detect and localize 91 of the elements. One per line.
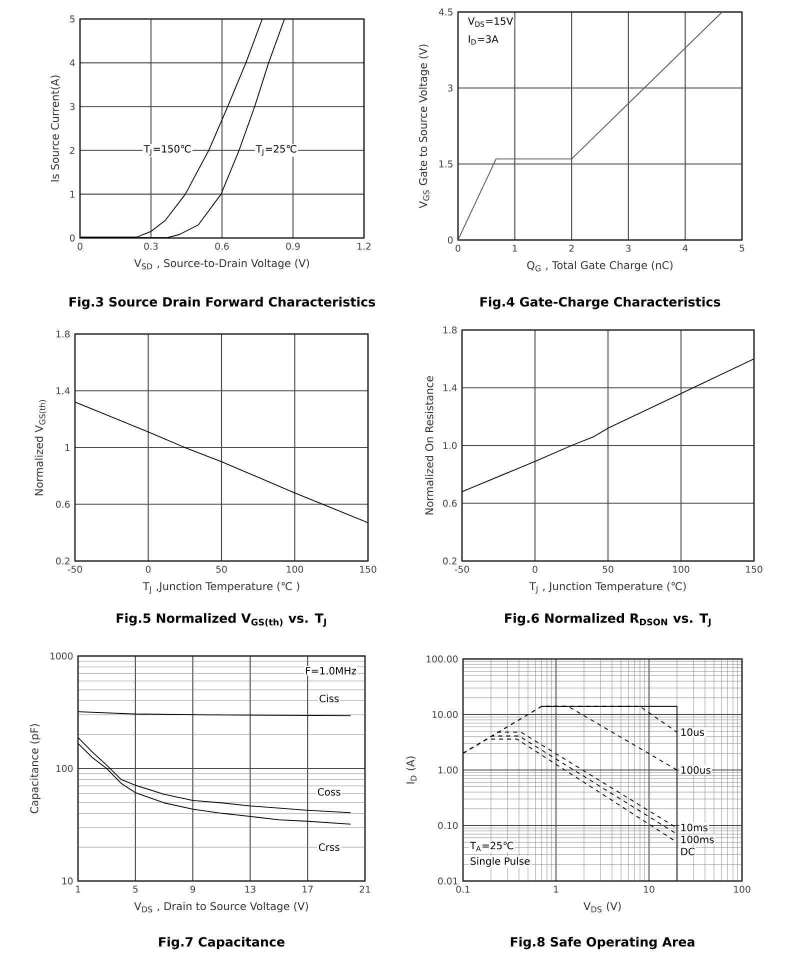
y-tick-label: 0.6 — [443, 500, 457, 507]
y-tick-label: 1.8 — [443, 326, 457, 334]
series-label: 100ms — [681, 836, 714, 844]
y-tick-label: 1.0 — [443, 442, 457, 450]
y-axis-title: V$_{GS}$ Gate to Source Voltage (V) — [418, 44, 430, 208]
x-tick-label: -50 — [68, 566, 82, 573]
x-tick-label: 3 — [626, 244, 631, 252]
y-axis-title: Normalized On Resistance — [425, 376, 434, 514]
x-tick-label: 50 — [602, 566, 614, 573]
x-tick-label: 0.3 — [144, 242, 158, 250]
x-tick-label: 100 — [734, 886, 750, 893]
y-tick-label: 3 — [70, 103, 75, 110]
y-tick-label: 1 — [70, 190, 74, 198]
x-tick-label: 1.2 — [358, 242, 370, 250]
annotation: V$_{DS}$=15V — [468, 17, 514, 27]
series-label: Coss — [318, 788, 340, 796]
y-tick-label: 0.2 — [56, 557, 70, 565]
x-tick-label: 0 — [78, 242, 82, 250]
y-tick-label: 4.5 — [438, 8, 452, 16]
x-tick-label: 0.1 — [456, 886, 470, 893]
y-tick-label: 100.00 — [426, 655, 458, 663]
x-axis-title: V$_{SD}$ , Source-to-Drain Voltage (V) — [134, 258, 310, 270]
x-tick-label: 0 — [146, 566, 151, 573]
y-tick-label: 100 — [56, 764, 73, 772]
y-tick-label: 0.2 — [443, 557, 456, 565]
text: Fig.8 Safe Operating Area — [510, 936, 694, 950]
x-tick-label: 150 — [746, 566, 762, 573]
annotation: T$_{A}$=25℃ — [470, 842, 514, 852]
series-label: T$_{J}$=25℃ — [256, 145, 296, 156]
series-label: 100us — [681, 766, 710, 774]
y-tick-label: 3 — [448, 84, 453, 92]
text: Fig.7 Capacitance — [159, 936, 284, 950]
y-tick-label: 1.4 — [56, 387, 70, 394]
y-tick-label: 0.01 — [438, 877, 458, 885]
annotation: Single Pulse — [470, 857, 530, 867]
series-label: DC — [681, 848, 694, 856]
y-tick-label: 0.10 — [438, 822, 458, 830]
annotation: F=1.0MHz — [306, 666, 356, 675]
series-label: Ciss — [320, 694, 339, 702]
x-tick-label: 2 — [569, 244, 574, 252]
y-tick-label: 0.6 — [56, 500, 70, 508]
text: Fig.5 Normalized V$_{GS(th)}$ vs. T$_{J}$ — [116, 613, 326, 627]
x-tick-label: 5 — [740, 244, 744, 252]
x-tick-label: 0 — [532, 566, 538, 573]
x-axis-title: Q$_{G}$ , Total Gate Charge (nC) — [527, 260, 673, 272]
y-axis-title: I$_{D}$ (A) — [406, 756, 416, 784]
x-tick-label: 1 — [554, 886, 558, 893]
annotation: I$_{D}$=3A — [468, 35, 498, 45]
y-tick-label: 0 — [448, 236, 453, 244]
y-tick-label: 1000 — [50, 652, 73, 660]
x-tick-label: 1 — [76, 886, 80, 893]
series-label: T$_{J}$=150℃ — [144, 145, 191, 156]
x-tick-label: 5 — [133, 886, 138, 893]
x-tick-label: 100 — [286, 566, 304, 573]
x-tick-label: 9 — [190, 886, 196, 893]
y-tick-label: 2 — [70, 146, 74, 154]
y-tick-label: 1 — [65, 444, 70, 451]
series-label: 10us — [681, 728, 704, 736]
x-tick-label: 50 — [216, 566, 227, 573]
y-tick-label: 4 — [70, 59, 75, 66]
y-axis-title: Is Source Current(A) — [50, 76, 60, 182]
y-axis-title: Normalized V$_{GS(th)}$ — [34, 400, 46, 496]
y-tick-label: 0 — [70, 234, 75, 242]
y-axis-title: Capacitance (pF) — [30, 724, 40, 814]
text: Fig.6 Normalized R$_{DSON}$ vs. T$_{J}$ — [505, 613, 711, 627]
x-tick-label: -50 — [454, 566, 469, 573]
y-tick-label: 10.00 — [432, 710, 458, 718]
x-tick-label: 10 — [644, 886, 654, 893]
x-tick-label: 21 — [360, 886, 370, 893]
y-tick-label: 10 — [62, 877, 73, 885]
x-tick-label: 100 — [673, 566, 690, 573]
series-label: 10ms — [681, 824, 708, 832]
x-tick-label: 17 — [302, 886, 313, 893]
x-tick-label: 0.9 — [286, 242, 300, 250]
x-tick-label: 4 — [682, 244, 688, 252]
x-axis-title: V$_{DS}$ (V) — [583, 902, 621, 912]
x-tick-label: 13 — [245, 886, 256, 893]
y-tick-label: 1.5 — [439, 160, 452, 168]
x-tick-label: 0.6 — [215, 242, 229, 250]
text: Fig.4 Gate-Charge Characteristics — [480, 296, 720, 310]
x-tick-label: 150 — [360, 566, 376, 573]
y-tick-label: 1.00 — [438, 766, 458, 774]
x-tick-label: 1 — [512, 244, 517, 252]
y-tick-label: 5 — [70, 16, 74, 22]
text: Fig.3 Source Drain Forward Characteristics — [70, 296, 376, 310]
y-tick-label: 1.4 — [443, 384, 457, 392]
y-tick-label: 1.8 — [56, 330, 70, 338]
series-label: Crss — [318, 843, 340, 851]
x-axis-title: T$_{J}$ , Junction Temperature (℃) — [529, 582, 686, 594]
x-axis-title: T$_{J}$ ,Junction Temperature (℃ ) — [142, 582, 300, 594]
x-axis-title: V$_{DS}$ , Drain to Source Voltage (V) — [134, 902, 308, 912]
